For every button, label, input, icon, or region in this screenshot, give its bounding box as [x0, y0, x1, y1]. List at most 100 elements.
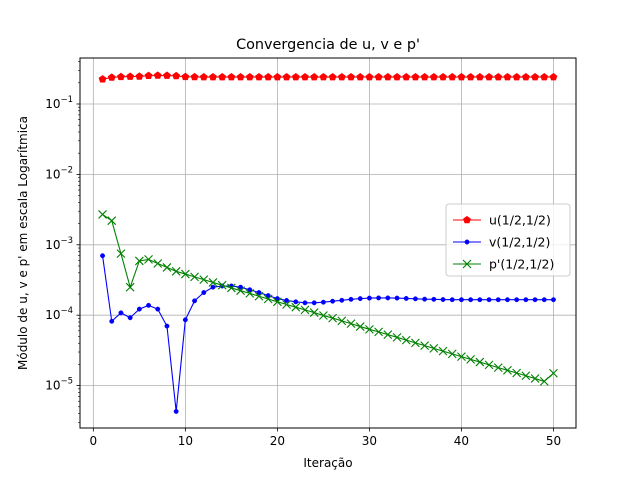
data-point [531, 72, 539, 81]
axes: 0 10 20 30 40 50 10−5 10−4 10−3 10−2 10−1 [45, 61, 561, 448]
data-point [457, 72, 466, 81]
y-tick-label: 10−3 [45, 236, 73, 252]
data-point [475, 357, 485, 367]
data-point [449, 297, 455, 303]
data-point [116, 249, 126, 258]
data-point [98, 75, 107, 83]
data-point [107, 216, 117, 226]
data-point [514, 297, 520, 303]
x-tick-label: 0 [90, 434, 98, 448]
data-point [392, 332, 402, 342]
data-point [493, 363, 503, 373]
data-point [135, 72, 144, 80]
data-point [504, 297, 510, 303]
data-point [438, 346, 448, 356]
data-point [192, 298, 198, 304]
data-point [134, 256, 144, 266]
data-point [365, 72, 374, 81]
data-point [173, 408, 179, 414]
x-tick-label: 40 [454, 434, 469, 448]
data-point [503, 72, 512, 81]
data-point [357, 296, 363, 302]
data-point [458, 297, 464, 303]
data-point [300, 305, 310, 315]
data-point [282, 72, 291, 81]
data-point [320, 299, 326, 305]
data-point [264, 72, 273, 81]
data-point [477, 297, 483, 303]
series-line [102, 213, 554, 382]
data-point [181, 72, 190, 81]
data-point [403, 295, 409, 301]
legend-label: p'(1/2,1/2) [489, 257, 554, 272]
data-point [494, 72, 503, 81]
data-point [265, 293, 271, 299]
data-point [551, 297, 556, 303]
x-tick-label: 50 [546, 434, 561, 448]
data-point [255, 72, 263, 81]
data-point [339, 297, 345, 303]
data-point [466, 72, 475, 81]
data-point [429, 72, 438, 81]
data-point [512, 72, 521, 81]
data-point [549, 72, 558, 81]
data-point [107, 73, 116, 81]
data-point [100, 253, 105, 259]
data-point [383, 72, 392, 81]
data-point [201, 290, 207, 295]
data-point [365, 324, 374, 334]
series-2 [98, 210, 558, 386]
data-point [412, 296, 418, 302]
data-point [411, 338, 420, 348]
data-point [227, 72, 236, 81]
data-point [366, 295, 372, 301]
data-point [466, 354, 476, 364]
series-1 [100, 253, 556, 414]
data-point [521, 371, 531, 381]
data-point [348, 296, 354, 302]
data-point [272, 297, 282, 307]
chart-title: Convergencia de u, v e p' [236, 37, 420, 53]
data-point [549, 368, 558, 378]
data-point [309, 308, 319, 317]
data-point [263, 294, 273, 304]
data-point [302, 300, 308, 306]
data-point [347, 72, 355, 81]
data-point [328, 72, 337, 81]
legend-label: v(1/2,1/2) [489, 235, 550, 250]
data-point [411, 72, 420, 81]
data-point [355, 322, 365, 331]
legend: u(1/2,1/2) v(1/2,1/2) p'(1/2,1/2) [445, 203, 571, 277]
data-point [503, 365, 512, 375]
data-point [190, 272, 199, 282]
data-point [346, 319, 356, 328]
data-point [98, 210, 107, 219]
legend-swatch-marker [463, 215, 471, 224]
data-point [394, 295, 400, 301]
data-point [218, 72, 227, 81]
series-0 [98, 71, 558, 83]
data-point [539, 376, 549, 386]
y-tick-label: 10−5 [45, 377, 73, 393]
y-tick-label: 10−2 [45, 165, 73, 181]
legend-box [445, 203, 571, 277]
data-point [541, 297, 547, 303]
data-point [448, 72, 457, 81]
data-point [190, 72, 199, 81]
data-point [117, 72, 125, 81]
data-point [118, 310, 124, 316]
y-tick-label: 10−1 [45, 95, 73, 111]
data-point [484, 360, 494, 370]
x-tick-label: 10 [178, 434, 193, 448]
data-point [440, 297, 446, 302]
data-point [144, 255, 153, 264]
data-point [486, 297, 492, 303]
legend-label: u(1/2,1/2) [489, 213, 551, 228]
data-point [330, 298, 336, 304]
data-point [532, 297, 538, 303]
data-point [291, 72, 300, 81]
data-point [162, 263, 172, 272]
data-point [109, 318, 115, 324]
data-point [164, 323, 170, 329]
